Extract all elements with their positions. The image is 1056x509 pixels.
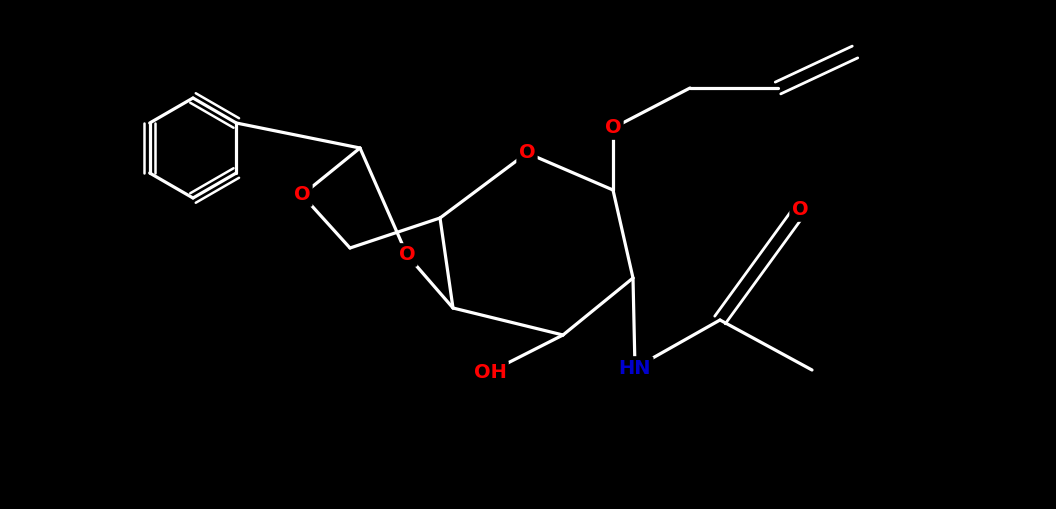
Text: HN: HN [619, 358, 652, 378]
Text: O: O [399, 245, 415, 265]
Text: O: O [792, 201, 808, 219]
Text: O: O [518, 144, 535, 162]
Text: O: O [294, 185, 310, 205]
Text: OH: OH [473, 362, 507, 382]
Text: O: O [605, 119, 621, 137]
